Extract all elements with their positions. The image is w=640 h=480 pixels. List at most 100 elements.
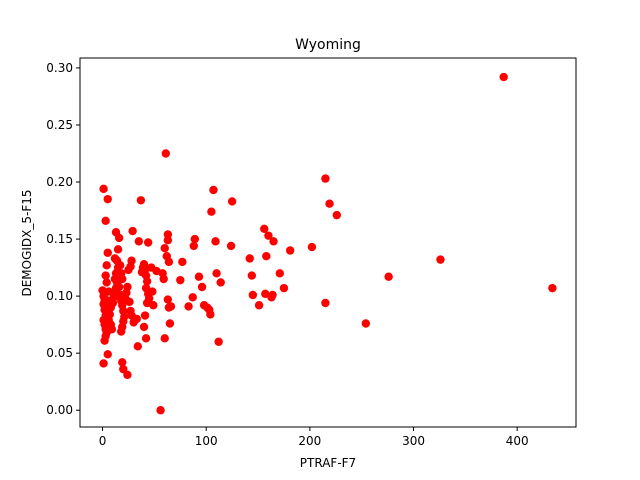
data-point bbox=[279, 283, 289, 293]
data-point bbox=[188, 293, 197, 302]
data-point bbox=[262, 251, 271, 261]
y-tick-label: 0.10 bbox=[46, 289, 73, 303]
points-layer bbox=[98, 72, 557, 415]
x-tick-label: 300 bbox=[402, 434, 425, 448]
data-point bbox=[139, 322, 149, 332]
data-point bbox=[100, 336, 109, 345]
data-point bbox=[128, 226, 137, 236]
data-point bbox=[268, 290, 277, 300]
data-point bbox=[197, 282, 207, 292]
data-point bbox=[107, 325, 117, 334]
data-point bbox=[148, 287, 157, 296]
data-point bbox=[227, 197, 237, 206]
data-point bbox=[248, 290, 258, 300]
data-point bbox=[160, 334, 169, 343]
data-point bbox=[114, 282, 124, 292]
y-axis-label: DEMOGIDX_5-F15 bbox=[20, 189, 34, 296]
data-point bbox=[325, 199, 334, 208]
data-point bbox=[143, 238, 153, 247]
data-point bbox=[190, 234, 199, 244]
data-point bbox=[166, 302, 176, 311]
data-point bbox=[254, 301, 264, 310]
data-point bbox=[321, 298, 330, 308]
data-point bbox=[163, 295, 173, 304]
data-point bbox=[117, 327, 126, 336]
y-tick-label: 0.30 bbox=[46, 61, 73, 75]
data-point bbox=[165, 319, 175, 328]
data-point bbox=[103, 248, 112, 257]
plot-frame bbox=[79, 57, 577, 428]
data-point bbox=[127, 256, 136, 265]
data-point bbox=[125, 297, 134, 307]
y-tick-label: 0.20 bbox=[46, 175, 73, 189]
data-point bbox=[134, 237, 144, 246]
data-point bbox=[321, 174, 330, 183]
x-axis-label: PTRAF-F7 bbox=[300, 456, 356, 470]
data-point bbox=[160, 244, 169, 253]
data-point bbox=[102, 261, 111, 270]
data-point bbox=[214, 337, 223, 346]
data-point bbox=[436, 255, 445, 264]
data-point bbox=[141, 334, 151, 343]
data-point bbox=[332, 210, 342, 220]
data-point bbox=[149, 301, 158, 310]
data-point bbox=[384, 272, 393, 281]
data-point bbox=[178, 257, 187, 267]
data-point bbox=[184, 302, 193, 311]
data-point bbox=[103, 194, 112, 204]
data-point bbox=[194, 272, 204, 281]
data-point bbox=[216, 278, 225, 287]
data-point bbox=[189, 241, 198, 251]
data-point bbox=[206, 310, 215, 319]
data-point bbox=[110, 254, 120, 263]
data-point bbox=[115, 261, 125, 270]
data-point bbox=[132, 314, 141, 324]
y-tick-label: 0.00 bbox=[46, 403, 73, 417]
data-point bbox=[123, 370, 132, 380]
x-axis: 0 100 200 300 400 bbox=[99, 427, 529, 448]
data-point bbox=[261, 289, 270, 299]
data-point bbox=[247, 271, 257, 280]
x-tick-label: 0 bbox=[99, 434, 107, 448]
data-point bbox=[163, 230, 173, 239]
x-tick-label: 400 bbox=[506, 434, 529, 448]
y-axis: 0.00 0.05 0.10 0.15 0.20 0.25 0.30 bbox=[46, 61, 80, 417]
data-point bbox=[212, 269, 221, 278]
x-tick-label: 100 bbox=[195, 434, 218, 448]
y-tick-label: 0.25 bbox=[46, 118, 73, 132]
data-point bbox=[264, 231, 273, 240]
data-point bbox=[269, 237, 278, 246]
data-point bbox=[118, 274, 127, 284]
data-point bbox=[113, 245, 123, 254]
data-point bbox=[156, 406, 165, 415]
data-point bbox=[114, 233, 124, 243]
data-point bbox=[209, 185, 218, 195]
data-point bbox=[123, 282, 132, 292]
y-tick-label: 0.15 bbox=[46, 232, 73, 246]
data-point bbox=[307, 242, 317, 252]
data-point bbox=[260, 224, 269, 234]
data-point bbox=[548, 283, 557, 293]
data-point bbox=[285, 246, 295, 255]
data-point bbox=[133, 342, 142, 351]
data-point bbox=[245, 254, 254, 263]
data-point bbox=[140, 311, 150, 320]
data-point bbox=[159, 274, 168, 284]
data-point bbox=[161, 149, 170, 158]
data-point bbox=[136, 196, 146, 205]
data-point bbox=[361, 319, 371, 328]
data-point bbox=[99, 184, 108, 194]
data-point bbox=[118, 358, 127, 367]
data-point bbox=[103, 350, 112, 359]
x-tick-label: 200 bbox=[298, 434, 321, 448]
data-point bbox=[164, 257, 174, 267]
y-tick-label: 0.05 bbox=[46, 346, 73, 360]
data-point bbox=[142, 277, 152, 286]
data-point bbox=[102, 278, 111, 287]
data-point bbox=[226, 241, 236, 251]
data-point bbox=[207, 207, 216, 216]
data-point bbox=[499, 72, 508, 82]
data-point bbox=[101, 271, 110, 280]
data-point bbox=[275, 269, 284, 278]
